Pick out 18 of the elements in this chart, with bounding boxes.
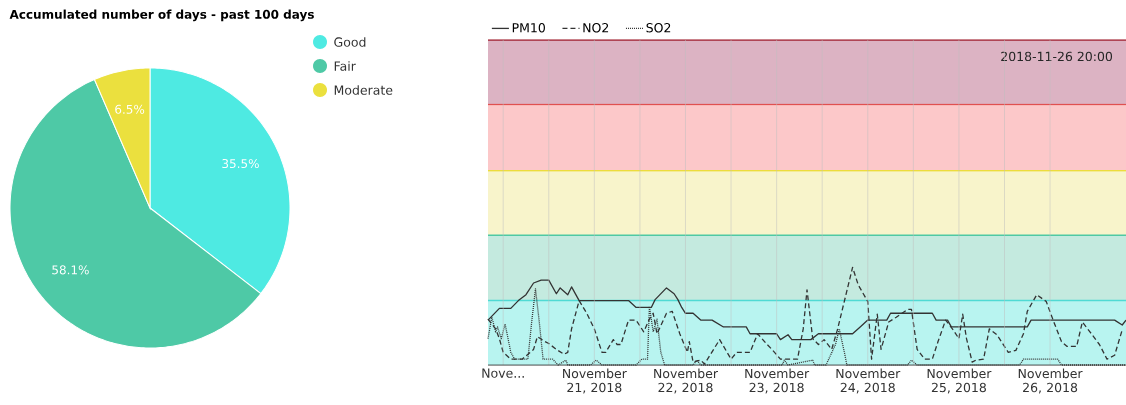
text: 2018-11-26 20:00 — [1001, 51, 1113, 62]
legend-label: Moderate — [334, 85, 393, 95]
x-tick-label: November 21, 2018 — [563, 368, 627, 394]
x-tick-label: November 22, 2018 — [654, 368, 718, 394]
legend-label: Good — [334, 37, 366, 47]
x-tick-label: November 26, 2018 — [1018, 368, 1083, 394]
legend-label: SO2 — [646, 23, 671, 33]
data-label: 58.1% — [52, 265, 89, 275]
data-label: 6.5% — [115, 104, 145, 114]
x-tick-label: Nove... — [482, 368, 524, 378]
legend-label: Fair — [334, 61, 356, 71]
legend-label: PM10 — [512, 23, 545, 33]
x-tick-label: November 23, 2018 — [745, 368, 810, 394]
x-tick-label: November 24, 2018 — [836, 368, 901, 394]
chart-title: Accumulated number of days - past 100 days — [9, 9, 314, 22]
data-label: 35.5% — [222, 159, 259, 169]
x-tick-label: November 25, 2018 — [927, 368, 992, 394]
legend-label: NO2 — [583, 23, 609, 33]
